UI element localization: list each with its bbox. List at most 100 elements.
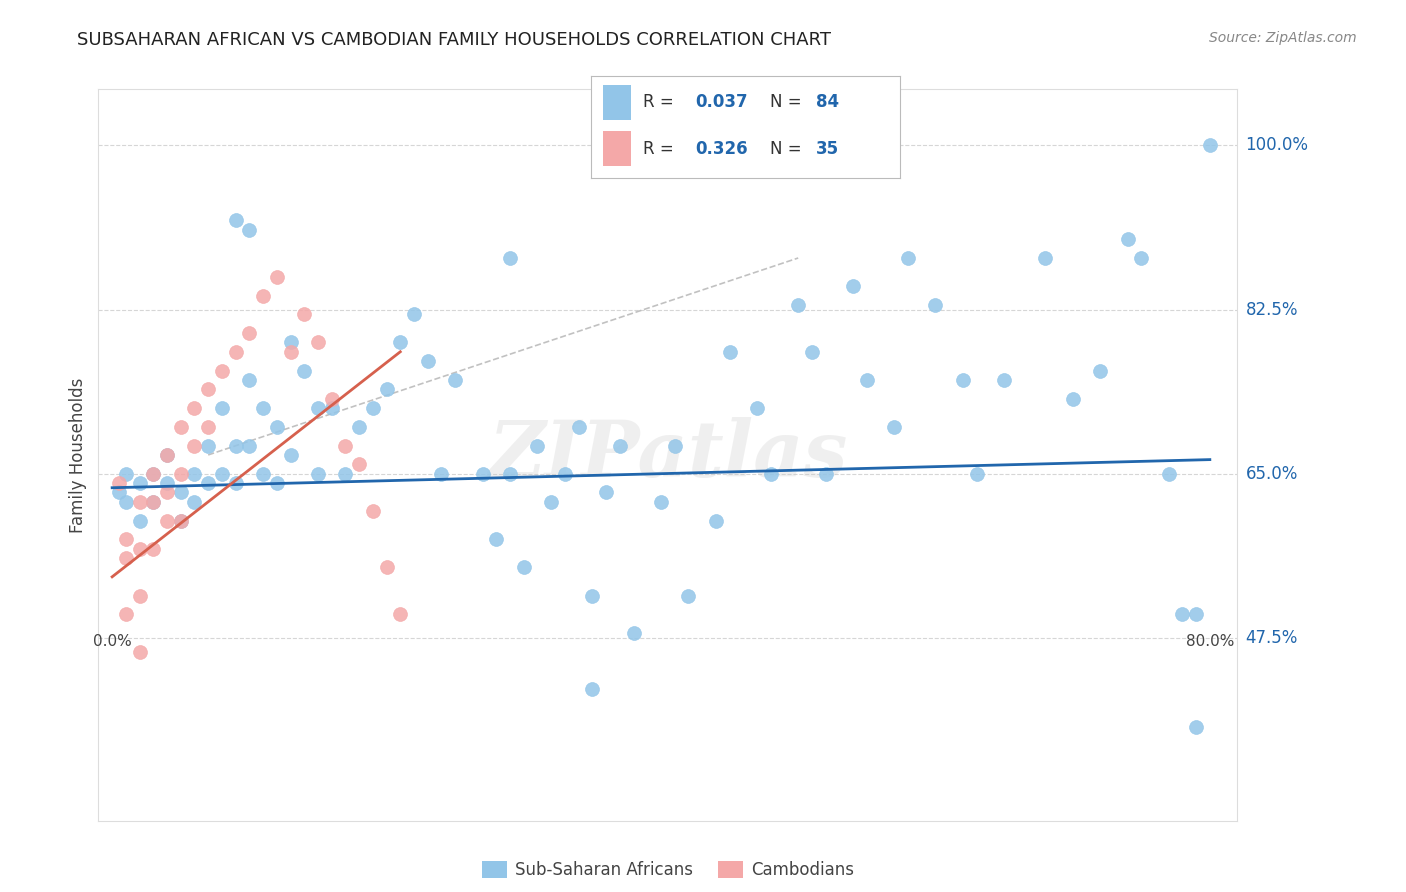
Point xyxy=(540,495,562,509)
Point xyxy=(718,344,741,359)
Point xyxy=(787,298,810,312)
Text: ZIPatlas: ZIPatlas xyxy=(488,417,848,493)
Y-axis label: Family Households: Family Households xyxy=(69,377,87,533)
Point xyxy=(1185,607,1208,622)
Point xyxy=(225,438,247,452)
Point xyxy=(183,401,205,415)
Text: 0.0%: 0.0% xyxy=(93,634,132,649)
Point xyxy=(924,298,946,312)
Point xyxy=(883,419,905,434)
Point xyxy=(581,589,603,603)
Point xyxy=(292,363,315,377)
Point xyxy=(595,485,617,500)
Point xyxy=(416,354,439,368)
Point xyxy=(554,467,576,481)
Point xyxy=(664,438,686,452)
Point xyxy=(678,589,700,603)
Point xyxy=(128,541,150,556)
Point xyxy=(252,467,274,481)
Point xyxy=(266,419,288,434)
Point xyxy=(842,279,865,293)
Point xyxy=(115,551,138,566)
Point xyxy=(108,485,131,500)
Point xyxy=(389,607,412,622)
Point xyxy=(966,467,988,481)
Point xyxy=(307,401,329,415)
Point xyxy=(128,645,150,659)
Point xyxy=(183,467,205,481)
Point xyxy=(197,419,219,434)
Point xyxy=(211,363,233,377)
Point xyxy=(238,223,260,237)
Point xyxy=(1088,363,1111,377)
Point xyxy=(1130,251,1153,265)
Text: 82.5%: 82.5% xyxy=(1246,301,1298,318)
Bar xyxy=(603,85,631,120)
Point xyxy=(266,269,288,284)
Point xyxy=(513,560,536,574)
Point xyxy=(238,373,260,387)
Point xyxy=(170,485,193,500)
Point xyxy=(897,251,920,265)
Point xyxy=(266,476,288,491)
Point xyxy=(211,401,233,415)
Point xyxy=(156,514,179,528)
Text: 100.0%: 100.0% xyxy=(1246,136,1309,154)
Point xyxy=(335,438,357,452)
Point xyxy=(115,467,138,481)
Point xyxy=(402,307,425,321)
Point xyxy=(197,382,219,396)
Text: 65.0%: 65.0% xyxy=(1246,465,1298,483)
Point xyxy=(814,467,837,481)
Point xyxy=(335,467,357,481)
Point xyxy=(347,458,370,472)
Point xyxy=(609,438,631,452)
Point xyxy=(115,533,138,547)
Point xyxy=(307,467,329,481)
Point xyxy=(128,589,150,603)
Point xyxy=(485,533,508,547)
Point xyxy=(238,438,260,452)
Legend: Sub-Saharan Africans, Cambodians: Sub-Saharan Africans, Cambodians xyxy=(475,854,860,886)
Point xyxy=(142,495,165,509)
Text: 47.5%: 47.5% xyxy=(1246,629,1298,647)
Point xyxy=(430,467,453,481)
Point xyxy=(280,448,302,462)
Point xyxy=(307,335,329,350)
Point xyxy=(197,476,219,491)
Point xyxy=(142,467,165,481)
Point xyxy=(347,419,370,434)
Point xyxy=(128,476,150,491)
Text: 35: 35 xyxy=(817,140,839,158)
Point xyxy=(211,467,233,481)
Point xyxy=(321,392,343,406)
Point xyxy=(128,514,150,528)
Text: 84: 84 xyxy=(817,94,839,112)
Text: R =: R = xyxy=(643,94,679,112)
Point xyxy=(170,514,193,528)
Point xyxy=(952,373,974,387)
Point xyxy=(142,495,165,509)
Point xyxy=(375,382,398,396)
Point xyxy=(471,467,494,481)
Point xyxy=(800,344,823,359)
Text: 80.0%: 80.0% xyxy=(1185,634,1234,649)
Point xyxy=(1171,607,1194,622)
Point xyxy=(225,476,247,491)
Bar xyxy=(603,131,631,166)
Point xyxy=(183,495,205,509)
Point xyxy=(361,504,384,518)
Point xyxy=(156,485,179,500)
Point xyxy=(444,373,467,387)
Point xyxy=(197,438,219,452)
Point xyxy=(581,682,603,697)
Point xyxy=(321,401,343,415)
Point xyxy=(280,344,302,359)
Point xyxy=(1062,392,1084,406)
Point xyxy=(142,541,165,556)
Point xyxy=(1157,467,1180,481)
Point xyxy=(389,335,412,350)
Point xyxy=(108,476,131,491)
Point xyxy=(526,438,548,452)
Point xyxy=(499,251,522,265)
